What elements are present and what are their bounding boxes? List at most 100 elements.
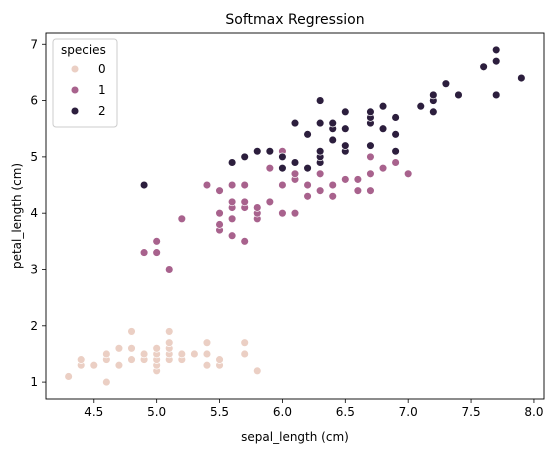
data-point-species-2 [517, 73, 526, 83]
data-point-species-2 [278, 152, 287, 162]
data-point-species-0 [76, 355, 86, 364]
data-point-species-2 [265, 147, 275, 156]
data-point-species-0 [64, 372, 73, 381]
x-tick-label: 6.5 [336, 405, 355, 419]
legend-marker-species-0 [70, 64, 80, 74]
y-tick-label: 5 [30, 150, 38, 164]
data-point-species-1 [315, 186, 325, 195]
legend-marker-species-1 [70, 85, 80, 95]
y-tick-label: 7 [30, 37, 38, 51]
data-point-species-0 [190, 349, 199, 359]
data-point-species-0 [139, 349, 149, 359]
data-point-species-2 [341, 124, 350, 133]
data-point-species-0 [102, 349, 111, 359]
legend-label-species-0: 0 [98, 62, 106, 76]
data-point-species-1 [366, 169, 375, 179]
data-point-species-2 [315, 96, 325, 105]
data-point-species-1 [164, 265, 174, 274]
data-point-species-0 [114, 360, 124, 370]
data-point-species-0 [253, 366, 262, 376]
data-point-species-2 [491, 45, 501, 55]
legend-label-species-1: 1 [98, 83, 106, 97]
data-point-species-2 [479, 62, 488, 72]
data-point-species-2 [491, 90, 501, 100]
data-point-species-1 [290, 169, 300, 179]
data-point-species-2 [391, 113, 400, 122]
points-layer [64, 45, 526, 387]
data-point-species-1 [152, 237, 161, 246]
data-point-species-2 [328, 135, 337, 145]
data-point-species-1 [303, 180, 312, 190]
data-point-species-2 [366, 141, 375, 150]
data-point-species-2 [303, 130, 312, 139]
data-point-species-0 [127, 344, 136, 353]
data-point-species-2 [429, 107, 438, 117]
legend: species 0 1 2 [52, 38, 118, 128]
data-point-species-2 [315, 118, 325, 128]
y-axis: 1 2 3 4 5 6 7 [30, 37, 46, 389]
x-tick-label: 7.0 [399, 405, 418, 419]
data-point-species-2 [491, 56, 501, 66]
data-point-species-1 [303, 192, 312, 201]
data-point-species-1 [215, 220, 224, 229]
data-point-species-1 [315, 169, 325, 179]
y-tick-label: 4 [30, 206, 38, 220]
data-point-species-2 [416, 101, 426, 111]
data-point-species-1 [403, 169, 413, 179]
data-point-species-0 [164, 327, 174, 336]
data-point-species-2 [341, 107, 350, 117]
data-point-species-2 [290, 118, 300, 128]
data-point-species-1 [278, 180, 287, 190]
data-point-species-0 [240, 349, 249, 359]
x-tick-label: 5.5 [210, 405, 229, 419]
data-point-species-2 [391, 130, 400, 139]
data-point-species-1 [391, 158, 400, 167]
plot-frame [45, 32, 545, 400]
data-point-species-2 [378, 124, 388, 133]
y-tick-label: 1 [30, 375, 38, 389]
data-point-species-1 [328, 180, 337, 190]
data-point-species-0 [202, 338, 212, 347]
data-point-species-1 [240, 237, 249, 246]
data-point-species-1 [227, 214, 237, 224]
data-point-species-1 [328, 192, 337, 201]
data-point-species-1 [139, 248, 149, 257]
data-point-species-2 [227, 158, 237, 167]
data-point-species-0 [164, 338, 174, 347]
data-point-species-2 [278, 163, 287, 173]
data-point-species-1 [290, 208, 300, 218]
legend-title: species [61, 43, 106, 57]
data-point-species-0 [177, 349, 187, 359]
data-point-species-2 [378, 101, 388, 111]
x-tick-label: 8.0 [524, 405, 543, 419]
data-point-species-1 [227, 180, 237, 190]
data-point-species-1 [341, 175, 350, 184]
data-point-species-1 [278, 208, 287, 218]
data-point-species-2 [303, 163, 312, 173]
data-point-species-2 [290, 158, 300, 167]
data-point-species-1 [215, 186, 224, 195]
data-point-species-0 [114, 344, 124, 353]
data-point-species-1 [227, 197, 237, 207]
data-point-species-1 [253, 203, 262, 212]
data-point-species-1 [366, 186, 375, 195]
data-point-species-1 [353, 175, 363, 184]
legend-items: 0 1 2 [70, 62, 106, 118]
data-point-species-2 [253, 147, 262, 156]
data-point-species-1 [215, 208, 224, 218]
x-axis-label: sepal_length (cm) [241, 430, 349, 444]
data-point-species-2 [441, 79, 451, 88]
data-point-species-2 [240, 152, 249, 162]
data-point-species-1 [227, 231, 237, 240]
data-point-species-2 [454, 90, 463, 100]
data-point-species-1 [152, 248, 161, 257]
y-tick-label: 6 [30, 94, 38, 108]
x-tick-label: 6.0 [273, 405, 292, 419]
data-point-species-2 [429, 90, 438, 100]
data-point-species-0 [89, 360, 99, 370]
legend-box [52, 38, 118, 128]
y-tick-label: 2 [30, 319, 38, 333]
data-point-species-0 [202, 349, 212, 359]
data-point-species-2 [366, 107, 375, 117]
chart-title: Softmax Regression [225, 12, 364, 28]
